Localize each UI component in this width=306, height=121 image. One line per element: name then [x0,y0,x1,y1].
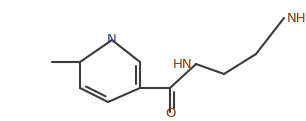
Text: O: O [165,107,175,120]
Text: NH₂: NH₂ [287,11,306,24]
Text: HN: HN [172,57,192,71]
Text: N: N [107,33,117,46]
